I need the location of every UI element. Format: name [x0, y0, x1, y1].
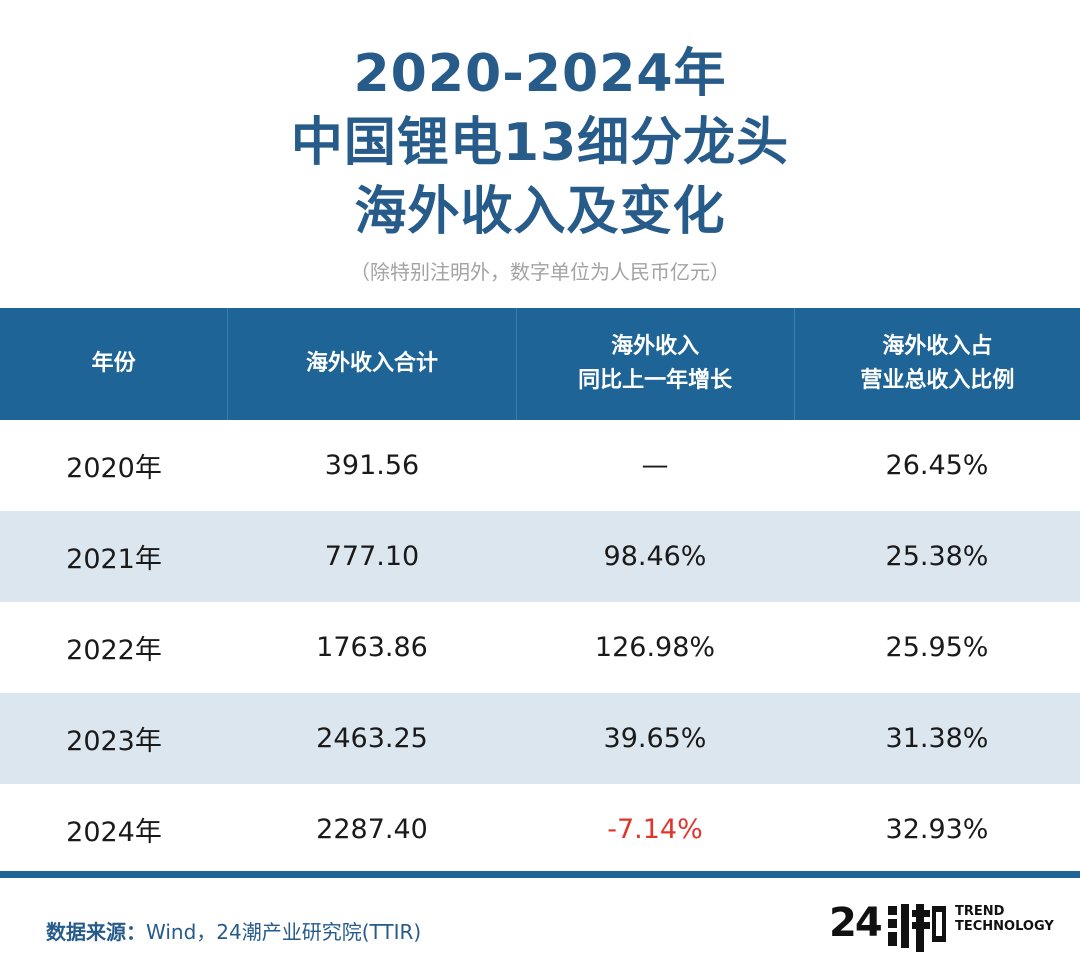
cell-total: 1763.86 — [316, 632, 428, 663]
cell-growth: 126.98% — [594, 632, 716, 663]
cell-ratio: 26.45% — [885, 450, 989, 481]
header-growth-line-2: 同比上一年增长 — [578, 368, 733, 393]
source-text: Wind，24潮产业研究院(TTIR) — [146, 920, 422, 944]
logo-text: TREND TECHNOLOGY — [955, 904, 1054, 934]
subtitle: （除特别注明外，数字单位为人民币亿元） — [350, 260, 730, 284]
header-ratio-line-2: 营业总收入比例 — [860, 368, 1015, 393]
cell-growth: 39.65% — [603, 723, 707, 754]
cell-ratio: 32.93% — [885, 814, 989, 845]
cell-ratio: 25.95% — [885, 632, 989, 663]
title-line-3: 海外收入及变化 — [354, 182, 726, 242]
header-growth-line-1: 海外收入 — [611, 334, 700, 359]
table-row: 2024年 2287.40 -7.14% 32.93% — [0, 784, 1080, 875]
data-table: 年份 海外收入合计 海外收入 同比上一年增长 海外收入占 营业总收入比例 202… — [0, 308, 1080, 875]
table-header: 年份 海外收入合计 海外收入 同比上一年增长 海外收入占 营业总收入比例 — [0, 308, 1080, 420]
logo-number: 24 — [829, 900, 883, 946]
header-total: 海外收入合计 — [227, 308, 515, 420]
header-ratio-line-1: 海外收入占 — [882, 334, 993, 359]
cell-growth: — — [641, 450, 669, 481]
header-year: 年份 — [0, 308, 227, 420]
logo-text-line-1: TREND — [955, 904, 1005, 919]
cell-year: 2024年 — [66, 817, 162, 848]
table-row: 2022年 1763.86 126.98% 25.95% — [0, 602, 1080, 693]
cell-year: 2023年 — [66, 726, 162, 757]
cell-ratio: 25.38% — [885, 541, 989, 572]
logo-mark-icon — [888, 904, 946, 952]
title-line-2: 中国锂电13细分龙头 — [290, 113, 790, 173]
header-growth: 海外收入 同比上一年增长 — [515, 308, 794, 420]
source-note: 数据来源：Wind，24潮产业研究院(TTIR) — [46, 916, 421, 945]
logo-text-line-2: TECHNOLOGY — [955, 919, 1054, 934]
cell-year: 2020年 — [66, 453, 162, 484]
table-row: 2021年 777.10 98.46% 25.38% — [0, 511, 1080, 602]
cell-total: 2287.40 — [316, 814, 428, 845]
table-row: 2023年 2463.25 39.65% 31.38% — [0, 693, 1080, 784]
cell-growth: -7.14% — [607, 814, 703, 845]
cell-year: 2021年 — [66, 544, 162, 575]
brand-logo: 24 TREND TECHNOLOGY — [829, 898, 1054, 956]
header-total-line: 海外收入合计 — [305, 351, 438, 376]
header-ratio: 海外收入占 营业总收入比例 — [793, 308, 1080, 420]
cell-total: 777.10 — [324, 541, 420, 572]
title-line-1: 2020-2024年 — [353, 44, 727, 104]
header-year-line: 年份 — [91, 351, 136, 376]
source-label: 数据来源： — [46, 920, 146, 944]
cell-total: 2463.25 — [316, 723, 428, 754]
cell-total: 391.56 — [324, 450, 420, 481]
table-row: 2020年 391.56 — 26.45% — [0, 420, 1080, 511]
table-bottom-rule — [0, 871, 1080, 878]
cell-ratio: 31.38% — [885, 723, 989, 754]
cell-year: 2022年 — [66, 635, 162, 666]
cell-growth: 98.46% — [603, 541, 707, 572]
